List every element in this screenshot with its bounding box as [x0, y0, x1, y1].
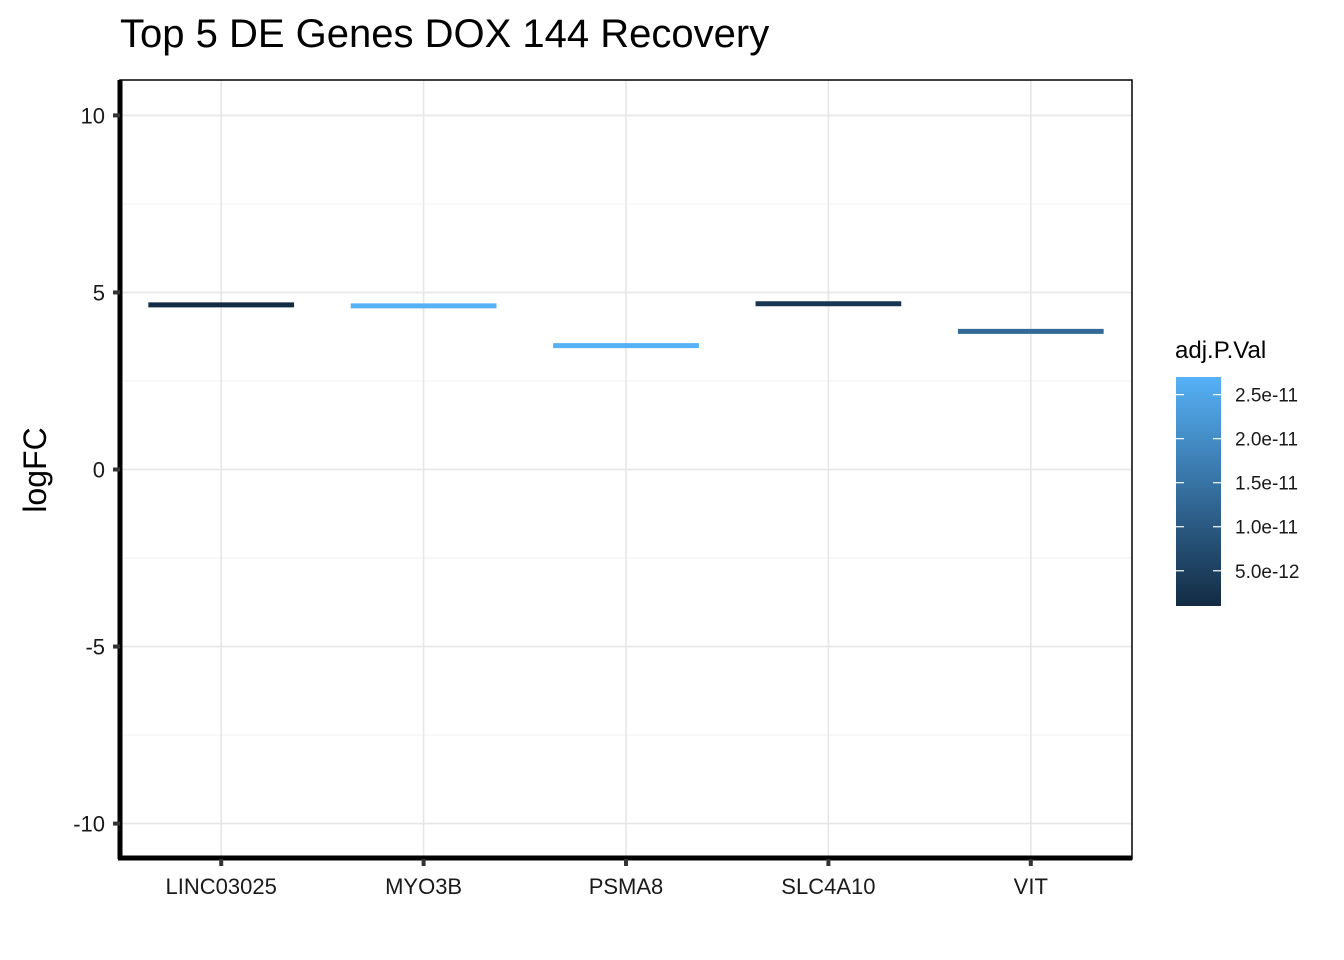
- y-tick-label: -5: [85, 635, 105, 660]
- x-tick-label: PSMA8: [589, 874, 664, 899]
- grid: [120, 80, 1132, 859]
- legend-title: adj.P.Val: [1175, 337, 1266, 364]
- y-tick-label: 10: [81, 103, 105, 128]
- legend-tick-label: 2.5e-11: [1235, 386, 1298, 407]
- y-tick-label: -10: [73, 812, 105, 837]
- y-tick-label: 5: [93, 280, 105, 305]
- x-axis-ticks: LINC03025 MYO3B PSMA8 SLC4A10 VIT: [166, 859, 1048, 899]
- x-tick-label: MYO3B: [385, 874, 462, 899]
- legend: adj.P.Val 5.0e-12 1.0e-11 1.5e-11 2.0e-11 2.…: [1175, 337, 1299, 606]
- y-tick-label: 0: [93, 458, 105, 483]
- chart-title: Top 5 DE Genes DOX 144 Recovery: [120, 12, 769, 56]
- legend-colorbar: [1176, 377, 1221, 606]
- x-tick-label: LINC03025: [166, 874, 277, 899]
- y-axis-ticks: 10 5 0 -5 -10: [73, 103, 120, 837]
- legend-tick-label: 1.5e-11: [1235, 474, 1298, 495]
- legend-ticks: 5.0e-12 1.0e-11 1.5e-11 2.0e-11 2.5e-11: [1176, 386, 1299, 583]
- legend-tick-label: 2.0e-11: [1235, 430, 1298, 451]
- data-bars: [148, 301, 1104, 349]
- legend-tick-label: 1.0e-11: [1235, 518, 1298, 539]
- legend-tick-label: 5.0e-12: [1235, 562, 1299, 583]
- x-tick-label: SLC4A10: [781, 874, 875, 899]
- y-axis-label: logFC: [17, 427, 53, 512]
- x-tick-label: VIT: [1014, 874, 1048, 899]
